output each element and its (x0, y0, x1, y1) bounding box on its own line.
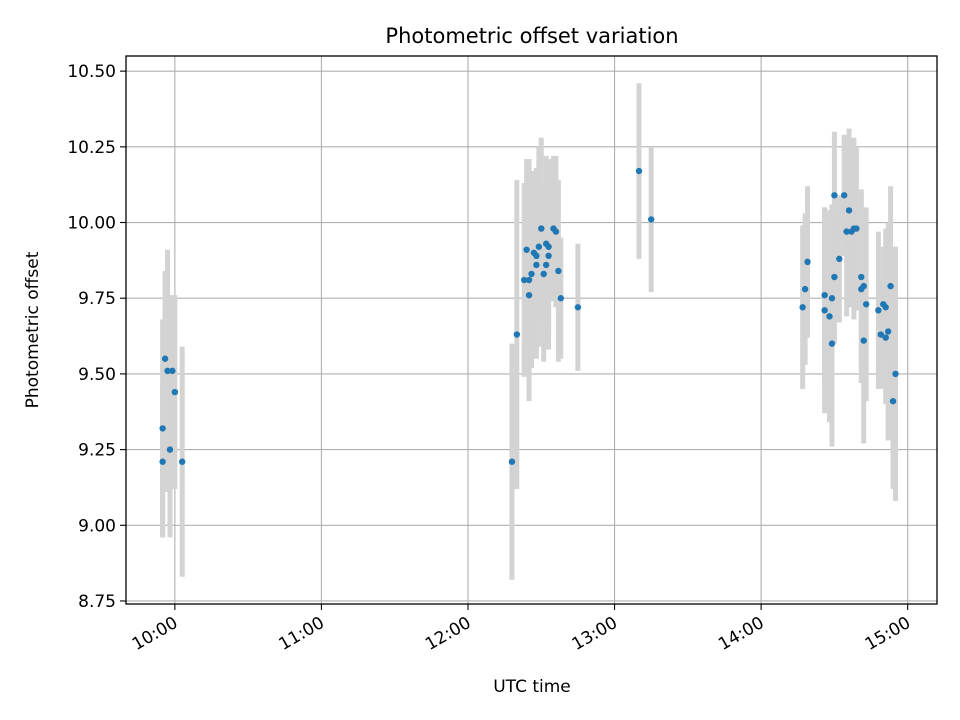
data-point (555, 267, 562, 275)
data-point (535, 243, 543, 250)
data-point (540, 270, 547, 278)
data-point (525, 291, 533, 299)
data-point (169, 367, 176, 375)
data-point (853, 225, 860, 232)
chart-title: Photometric offset variation (385, 24, 678, 48)
data-point (821, 291, 828, 299)
grid-lines (126, 56, 937, 604)
data-point (887, 282, 894, 290)
data-point (545, 252, 552, 260)
data-point (882, 304, 889, 311)
data-point (178, 458, 186, 465)
data-point (520, 276, 528, 284)
data-point (508, 458, 516, 465)
data-point (528, 270, 535, 278)
data-point (892, 370, 899, 378)
data-point (574, 304, 582, 311)
data-point (161, 355, 169, 362)
data-point (836, 255, 843, 263)
data-point (523, 246, 530, 253)
data-point (159, 425, 166, 432)
y-tick-label: 8.75 (78, 592, 116, 612)
y-axis-label: Photometric offset (23, 251, 43, 408)
y-tick-label: 9.25 (78, 441, 116, 461)
data-point (542, 261, 550, 269)
data-point (831, 273, 838, 281)
data-point (159, 458, 166, 465)
data-point (882, 334, 889, 341)
data-point (552, 228, 560, 235)
y-tick-label: 9.00 (78, 516, 116, 536)
y-tick-label: 9.75 (78, 289, 116, 309)
data-point (533, 252, 540, 260)
y-tick-label: 10.00 (67, 214, 116, 234)
y-tick-label: 9.50 (78, 365, 116, 385)
data-point (635, 167, 643, 175)
data-point (533, 261, 540, 269)
plot-frame (125, 55, 938, 605)
y-axis-ticks: 8.75 9.00 9.25 9.50 9.75 10.00 10.25 10.50 (67, 62, 126, 612)
data-point (877, 331, 885, 338)
data-point (513, 331, 521, 338)
data-points (159, 167, 899, 465)
data-point (862, 301, 870, 308)
data-point (884, 328, 892, 335)
data-point (799, 304, 806, 311)
data-point (647, 216, 655, 223)
y-tick-label: 10.25 (67, 138, 116, 158)
data-point (164, 367, 171, 375)
data-point (826, 313, 833, 320)
data-point (845, 207, 853, 214)
data-point (171, 388, 179, 396)
data-point (538, 225, 545, 232)
data-point (557, 295, 565, 302)
data-point (166, 446, 174, 453)
data-point (843, 228, 850, 235)
data-point (860, 282, 867, 290)
x-axis-label: UTC time (493, 677, 571, 697)
data-point (828, 295, 836, 302)
data-point (801, 285, 809, 293)
data-point (860, 337, 867, 344)
data-point (821, 307, 828, 314)
data-point (804, 258, 811, 266)
data-point (858, 273, 865, 281)
data-point (875, 307, 882, 314)
y-tick-label: 10.50 (67, 62, 116, 82)
data-point (525, 276, 533, 284)
data-point (889, 397, 897, 405)
data-point (840, 192, 848, 199)
data-point (828, 340, 836, 347)
data-point (831, 192, 838, 199)
data-point (545, 243, 552, 250)
